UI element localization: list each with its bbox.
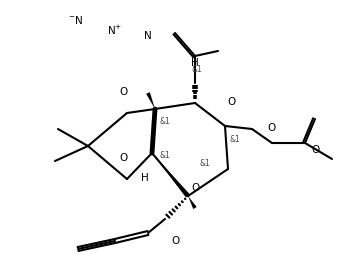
Text: &1: &1 [199,159,210,167]
Text: H: H [191,58,199,68]
Text: O: O [191,183,199,193]
Text: N: N [144,31,152,41]
Text: O: O [119,153,127,163]
Text: N$^{+}$: N$^{+}$ [108,24,122,37]
Text: O: O [311,145,319,155]
Text: O: O [119,87,127,97]
Text: O: O [228,97,236,107]
Polygon shape [146,92,155,109]
Text: $^{-}$N: $^{-}$N [68,14,84,26]
Text: H: H [141,173,149,183]
Polygon shape [152,153,190,198]
Text: O: O [171,236,179,246]
Polygon shape [188,196,197,209]
Text: &1: &1 [159,151,170,160]
Text: &1: &1 [229,136,240,144]
Text: &1: &1 [160,118,171,127]
Text: &1: &1 [192,66,203,75]
Text: O: O [268,123,276,133]
